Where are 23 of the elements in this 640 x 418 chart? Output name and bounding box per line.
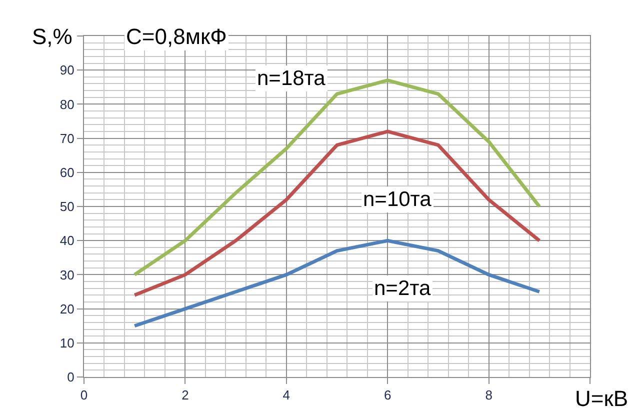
y-tick-label: 60 (60, 164, 74, 180)
x-axis-title: U=кВ (575, 386, 628, 411)
line-series (132, 238, 542, 328)
y-tick-label: 10 (60, 335, 74, 350)
series-label: n=2та (374, 277, 432, 300)
x-tick-label: 8 (485, 388, 492, 403)
y-tick-label: 50 (60, 199, 74, 214)
chart-title: C=0,8мкФ (126, 24, 227, 49)
x-tick-label: 2 (182, 388, 189, 403)
x-tick-label: 4 (282, 388, 290, 403)
x-tick-label: 6 (384, 388, 392, 403)
y-tick-label: 70 (60, 130, 74, 146)
y-tick-label: 20 (60, 301, 74, 316)
y-axis-title: S,% (32, 24, 72, 49)
y-tick-label: 90 (60, 62, 74, 78)
y-tick-label: 30 (60, 267, 74, 282)
series-label: n=10та (363, 188, 432, 211)
series-label: n=18та (257, 67, 326, 90)
y-tick-label: 80 (60, 96, 74, 112)
x-tick-label: 0 (80, 388, 88, 403)
y-tick-label: 40 (60, 233, 74, 248)
line-series (132, 130, 542, 297)
y-tick-label: 0 (67, 370, 74, 385)
